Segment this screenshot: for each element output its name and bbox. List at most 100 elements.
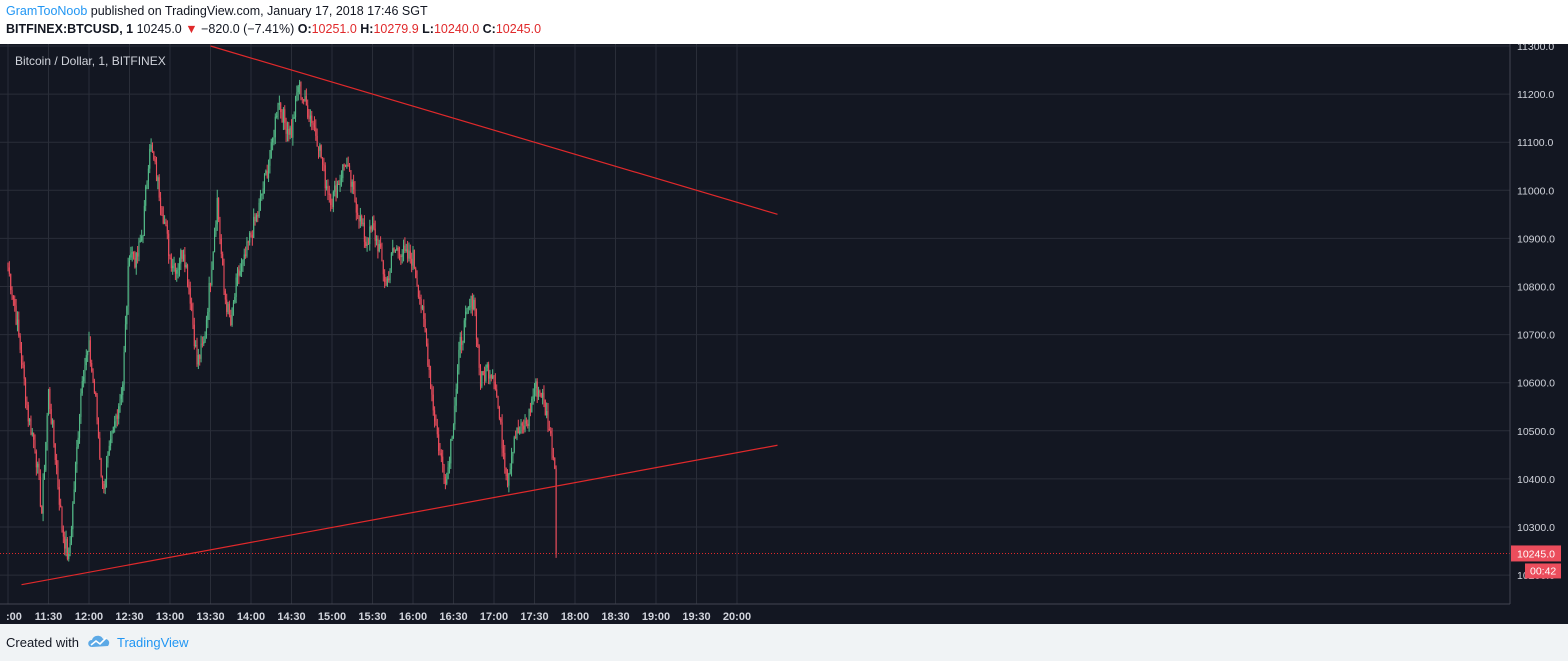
candle-body [555,468,557,554]
candle-body [336,183,338,198]
candle-body [535,381,537,389]
candle-body [340,178,342,180]
time-tick-label: 18:00 [561,611,589,623]
candle-body [274,116,276,138]
candle-body [169,255,171,258]
candle-body [151,144,153,152]
candle-body [500,418,502,423]
candle-body [504,452,506,468]
candle-body [490,375,492,379]
candle-body [488,364,490,379]
candle-body [400,255,402,257]
candle-body [235,277,237,297]
candle-body [367,243,369,245]
candle-body [251,234,253,238]
candle-body [378,244,380,252]
candle-body [459,337,461,350]
candle-body [304,96,306,102]
candle-body [359,215,361,222]
price-tick-label: 11000.0 [1517,185,1554,197]
candle-body [420,298,422,309]
price-tick-label: 10400.0 [1517,474,1555,486]
candle-body [411,258,413,266]
price-axis[interactable] [1510,44,1568,604]
candle-body [8,267,10,274]
price-chart[interactable]: 11300.0 11200.0 11100.0 11000.0 10900.0 10800… [0,44,1568,624]
candle-body [389,268,391,281]
trendlines[interactable] [21,45,778,586]
candle-body [54,443,56,460]
candle-body [270,142,272,159]
created-with-label: Created with [6,635,79,650]
candle-body [73,489,75,504]
tradingview-cloud-icon[interactable] [86,633,112,656]
candle-body [88,340,90,352]
candle-body [440,453,442,457]
candle-body [546,411,548,416]
chart-container[interactable]: 11300.0 11200.0 11100.0 11000.0 10900.0 10800… [0,44,1568,624]
candle-body [173,263,175,266]
time-axis[interactable] [0,604,1568,624]
candle-body [361,215,363,225]
candle-body [390,253,392,269]
candle-body [362,222,364,225]
candle-body [20,349,23,363]
candle-body [138,241,140,257]
candle-body [343,164,345,166]
author-link[interactable]: GramTooNoob [6,4,88,18]
candle-body [324,165,326,189]
candle-body [446,479,448,484]
candle-body [282,109,284,123]
candle-body [285,122,287,134]
trendline-upper[interactable] [210,45,778,215]
candle-body [335,185,337,198]
candle-body [452,424,455,437]
candle-body [268,165,270,178]
candle-body [434,410,436,422]
time-tick-label: 13:00 [156,611,184,623]
time-tick-label: 18:30 [601,611,629,623]
time-tick-label: 11:30 [35,611,63,623]
candle-body [289,127,291,135]
candle-body [312,122,314,125]
candle-body [92,371,94,381]
candle-body [108,445,110,455]
candle-body [178,263,180,269]
candle-body [10,273,12,291]
candle-body [313,124,315,128]
candle-body [525,420,527,424]
candle-body [127,266,129,307]
candle-body [170,257,172,269]
candle-body [246,241,248,256]
candle-body [7,262,9,268]
candle-body [70,529,72,543]
candle-body [481,371,483,387]
candle-body [247,241,249,243]
candle-body [527,423,529,426]
footer: Created with TradingView [0,624,1568,661]
candle-body [544,400,546,416]
candle-body [37,463,39,468]
candle-body [255,215,257,221]
candle-body [43,470,45,480]
candle-body [126,306,128,325]
candle-body [542,392,544,398]
candle-body [197,355,199,365]
candle-body [145,186,147,206]
candle-body [409,250,411,259]
candle-body [134,257,136,268]
trendline-lower[interactable] [21,444,778,586]
published-text: published on TradingView.com, January 17… [90,4,428,18]
candle-body [150,144,152,149]
tradingview-link[interactable]: TradingView [117,635,189,650]
candle-body [357,212,359,216]
candle-body [266,170,268,178]
candle-body [33,432,35,440]
candle-body [16,319,18,325]
candle-body [41,506,43,514]
candle-body [552,455,554,458]
candle-body [489,375,491,379]
high-value: 10279.9 [373,22,419,36]
candle-body [211,269,213,285]
candle-body [493,375,495,382]
